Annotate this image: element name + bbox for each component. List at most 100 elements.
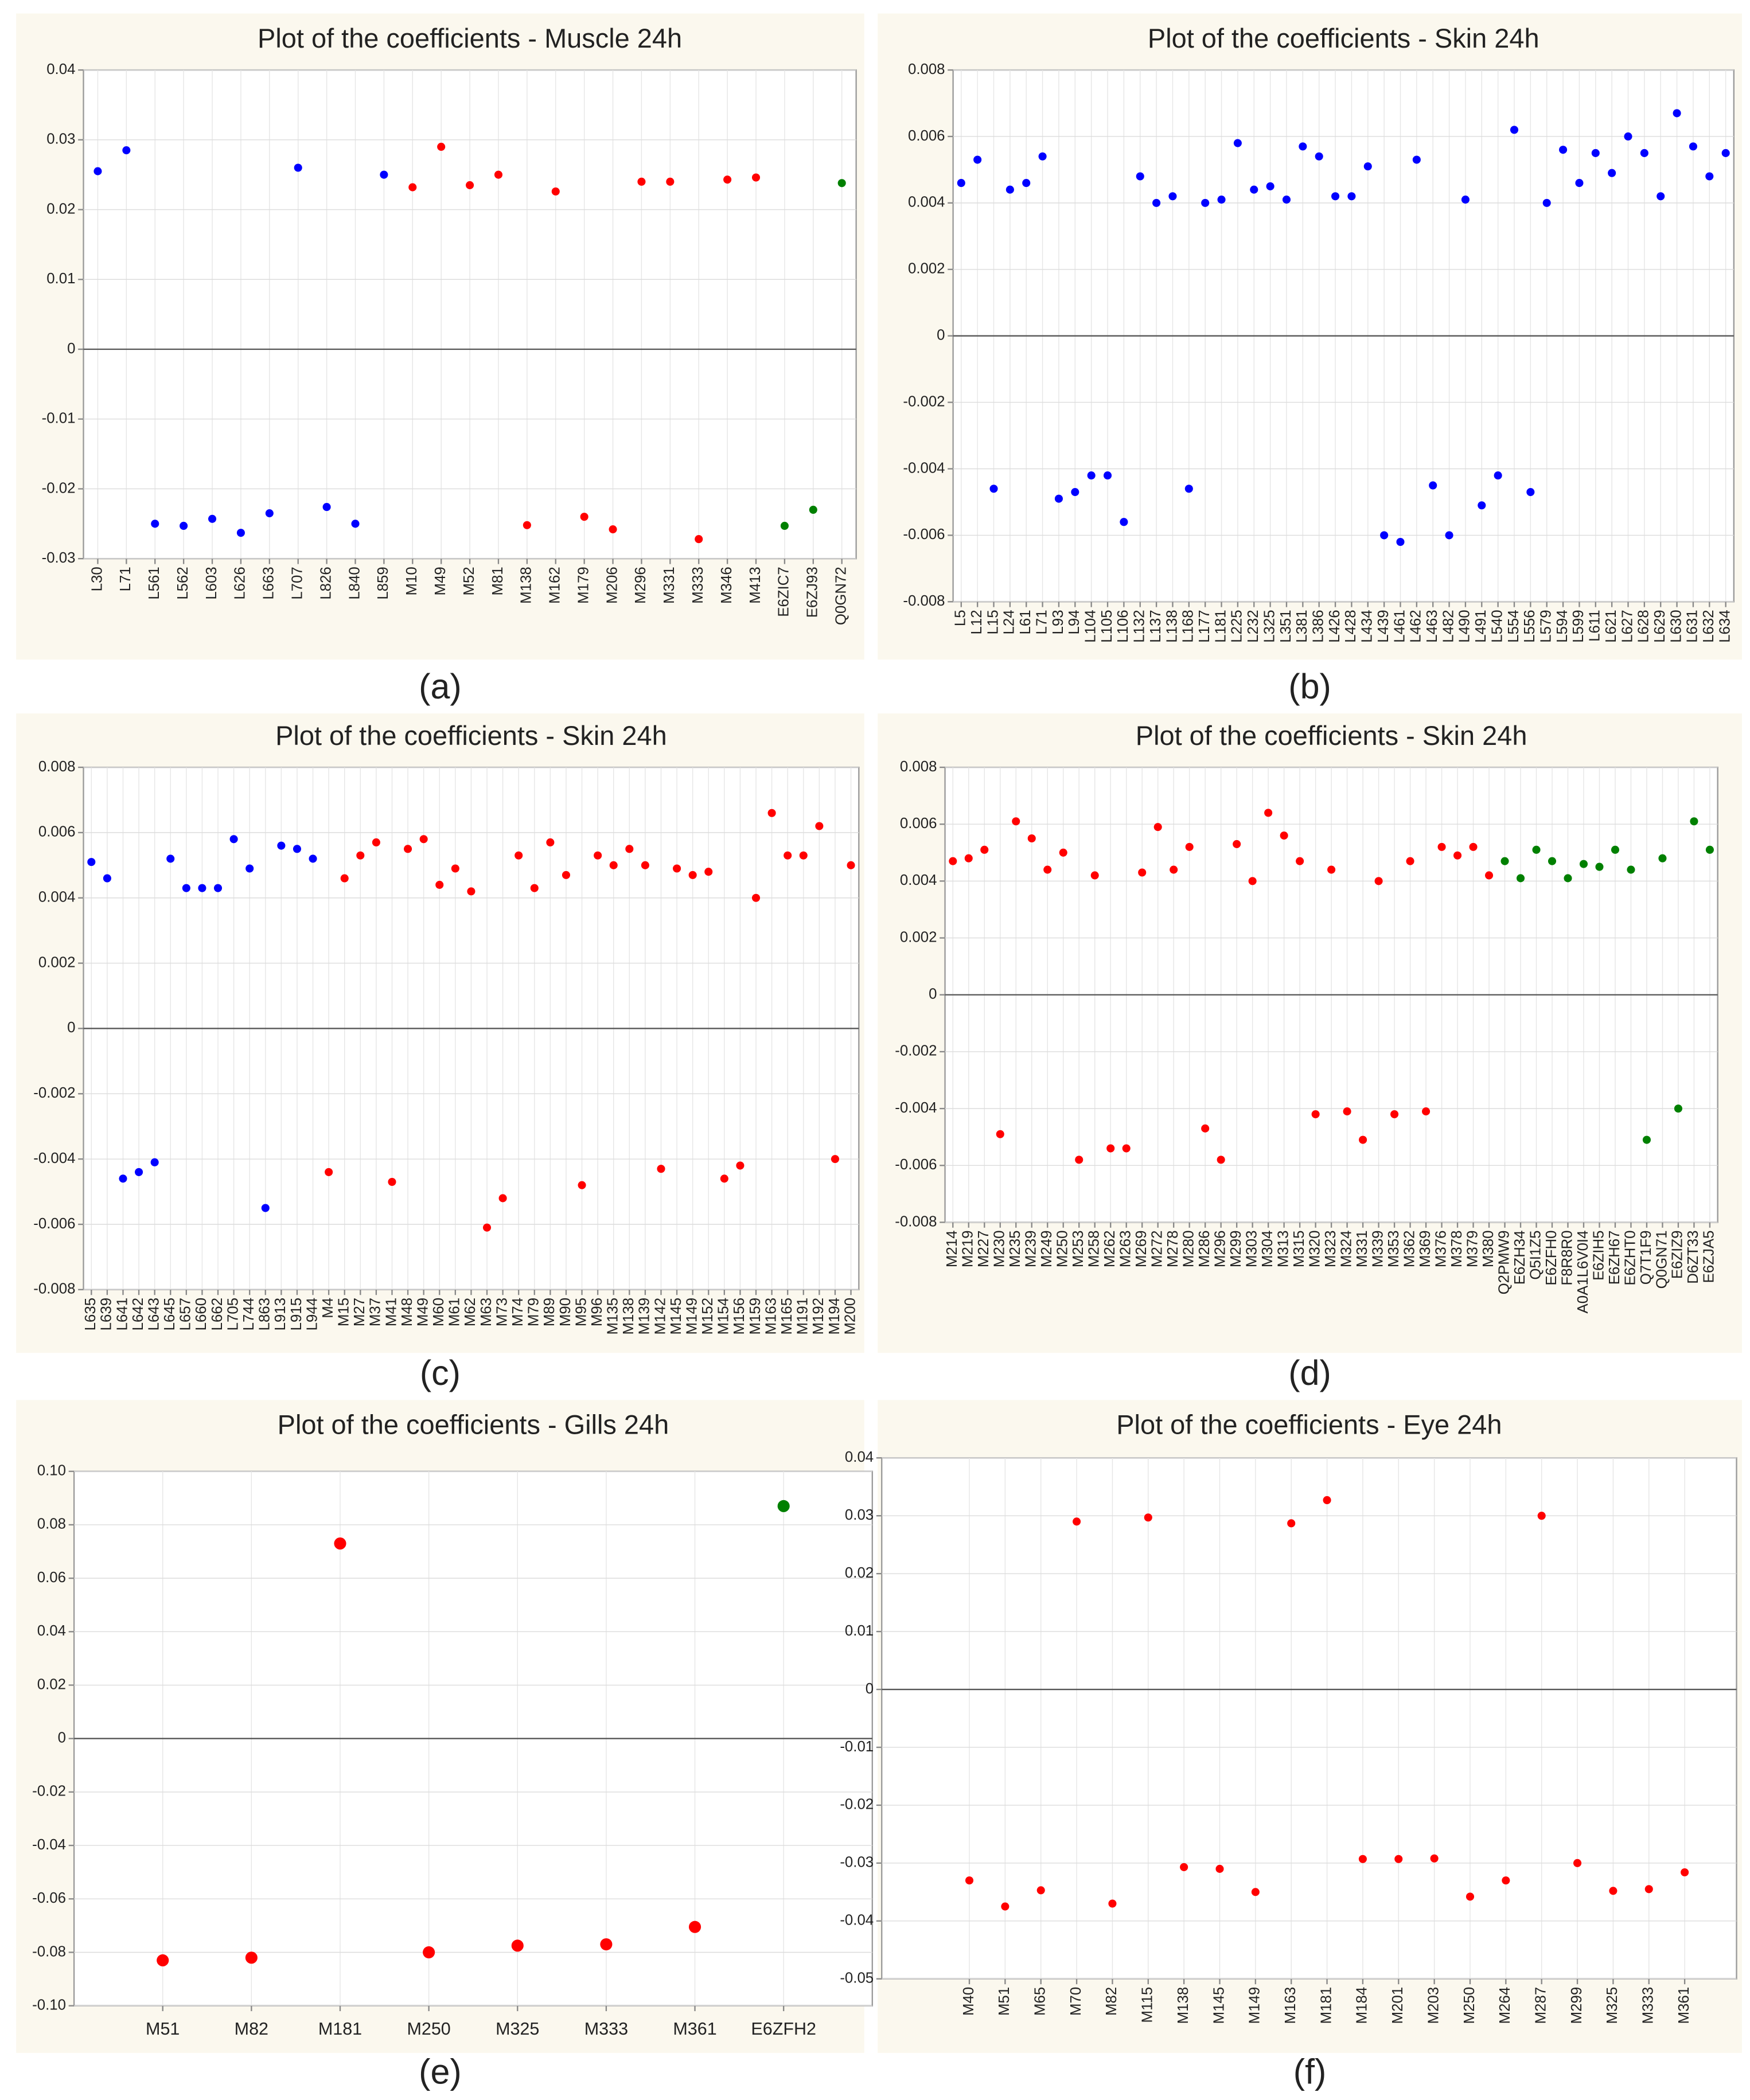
x-tick-label: L132 — [1132, 610, 1148, 642]
x-tick-label: M163 — [1283, 1987, 1299, 2024]
point — [435, 880, 444, 889]
x-tick-label: M235 — [1007, 1231, 1023, 1268]
y-tick-label: 0.02 — [37, 1676, 66, 1692]
point — [466, 181, 474, 189]
panel-label: (a) — [419, 667, 462, 706]
point — [135, 1168, 143, 1176]
x-tick-label: L630 — [1668, 610, 1684, 642]
point — [1184, 485, 1193, 493]
x-tick-label: M152 — [700, 1298, 716, 1335]
point — [1001, 1902, 1010, 1911]
x-tick-label: L599 — [1570, 610, 1587, 642]
x-tick-label: M73 — [494, 1298, 510, 1326]
x-tick-label: M74 — [510, 1298, 526, 1326]
x-tick-label: E6ZIZ9 — [1670, 1231, 1686, 1279]
x-tick-label: Q0GN72 — [833, 567, 849, 625]
point — [1624, 132, 1632, 141]
point — [87, 858, 96, 866]
point — [1657, 192, 1665, 201]
x-tick-label: M278 — [1165, 1231, 1181, 1268]
x-tick-label: M40 — [961, 1987, 977, 2016]
x-tick-label: E6ZJA5 — [1701, 1231, 1717, 1283]
y-tick-label: 0.006 — [900, 815, 937, 832]
x-tick-label: M82 — [1104, 1987, 1120, 2016]
y-tick-label: -0.01 — [840, 1739, 874, 1755]
x-tick-label: L631 — [1685, 610, 1701, 642]
y-tick-label: 0.002 — [900, 929, 937, 945]
point — [494, 170, 503, 179]
point — [600, 1938, 613, 1951]
x-tick-label: M331 — [1354, 1231, 1370, 1268]
point — [198, 884, 206, 892]
point — [388, 1177, 396, 1186]
x-tick-label: M369 — [1417, 1231, 1433, 1268]
x-tick-label: L641 — [114, 1298, 130, 1330]
x-tick-label: M142 — [652, 1298, 668, 1335]
point — [1394, 1855, 1403, 1863]
point — [1343, 1107, 1351, 1116]
x-tick-label: M253 — [1070, 1231, 1086, 1268]
point — [1043, 865, 1052, 874]
point — [245, 864, 254, 873]
point — [1595, 862, 1604, 871]
point — [265, 509, 274, 518]
point — [229, 835, 238, 844]
point — [1153, 823, 1162, 832]
point — [523, 521, 531, 529]
x-tick-label: M230 — [992, 1231, 1008, 1268]
point — [1406, 857, 1414, 865]
x-tick-label: M52 — [461, 567, 477, 595]
point — [1500, 857, 1509, 865]
x-tick-label: M159 — [747, 1298, 763, 1335]
point — [467, 887, 475, 896]
y-tick-label: 0 — [937, 327, 945, 343]
x-tick-label: L225 — [1229, 610, 1245, 642]
x-tick-label: L662 — [209, 1298, 225, 1330]
y-tick-label: -0.04 — [840, 1912, 874, 1929]
point — [1233, 139, 1242, 147]
x-tick-label: L71 — [118, 567, 134, 591]
x-tick-label: L30 — [89, 567, 105, 591]
x-tick-label: E6ZH67 — [1607, 1231, 1623, 1285]
point — [530, 884, 539, 892]
y-tick-label: 0.10 — [37, 1463, 66, 1479]
point — [1311, 1110, 1320, 1119]
x-tick-label: M203 — [1425, 1987, 1441, 2024]
point — [1280, 832, 1288, 840]
x-tick-label: L628 — [1636, 610, 1652, 642]
x-tick-label: M250 — [1461, 1987, 1478, 2024]
x-tick-label: L137 — [1148, 610, 1164, 642]
point — [1122, 1144, 1131, 1153]
x-tick-label: M413 — [747, 567, 763, 604]
point — [546, 838, 555, 847]
x-tick-label: M62 — [462, 1298, 478, 1326]
point — [1484, 871, 1494, 880]
point — [1689, 142, 1697, 151]
x-tick-label: L643 — [146, 1298, 162, 1330]
point — [704, 868, 713, 876]
point — [1233, 840, 1241, 848]
x-tick-label: L556 — [1522, 610, 1538, 642]
point — [1170, 865, 1178, 874]
point — [1108, 1899, 1117, 1908]
x-tick-label: Q7T1F9 — [1638, 1231, 1654, 1285]
x-tick-label: L540 — [1489, 610, 1505, 642]
point — [408, 183, 417, 192]
point — [1264, 809, 1273, 817]
point — [103, 874, 111, 883]
x-tick-label: M353 — [1386, 1231, 1402, 1268]
point — [637, 177, 646, 186]
point — [777, 1500, 790, 1512]
point — [1266, 182, 1275, 190]
x-tick-label: M60 — [431, 1298, 447, 1326]
x-tick-label: L381 — [1294, 610, 1310, 642]
point — [1075, 1156, 1083, 1164]
y-tick-label: 0 — [67, 341, 75, 357]
point — [562, 871, 570, 879]
chart-title: Plot of the coefficients - Eye 24h — [1116, 1410, 1502, 1440]
x-tick-label: L915 — [289, 1298, 305, 1330]
x-tick-label: L181 — [1213, 610, 1229, 642]
x-tick-label: M269 — [1133, 1231, 1149, 1268]
point — [334, 1537, 346, 1550]
